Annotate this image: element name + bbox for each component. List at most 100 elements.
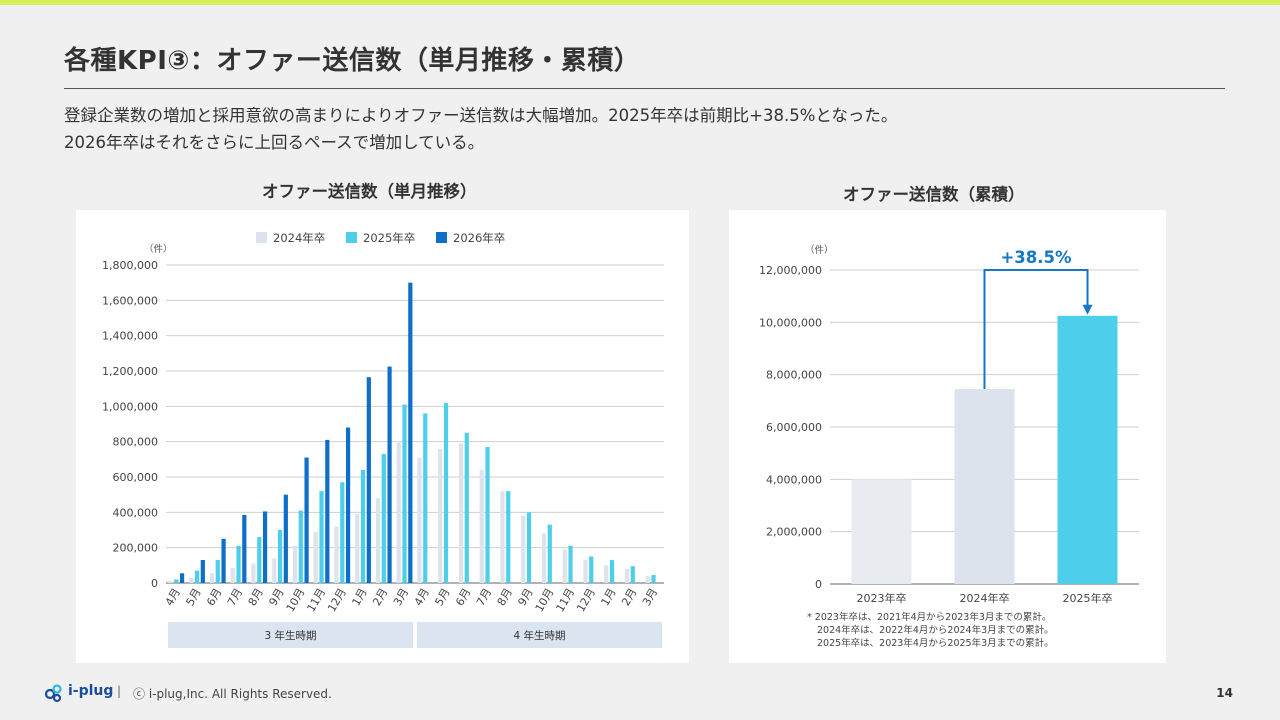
y-tick-label: 10,000,000 [759,316,822,329]
y-tick-label: 1,200,000 [102,365,158,378]
page-title: 各種KPI③：オファー送信数（単月推移・累積） [64,46,641,76]
bar-2024年卒 [954,389,1015,584]
legend-swatch-2025年卒 [346,232,357,243]
bar-2026年卒-10月 [304,457,309,583]
bar-2025年卒-12月 [340,482,345,583]
lead-line-1: 登録企業数の増加と採用意欲の高まりによりオファー送信数は大幅増加。2025年卒は… [64,106,898,125]
bar-2025年卒-3月 [651,575,656,583]
footnote-line: 2024年卒は、2022年4月から2024年3月までの累計。 [817,624,1054,636]
x-tick-label: 2025年卒 [1063,591,1113,605]
y-tick-label: 6,000,000 [766,421,822,434]
growth-annotation: +38.5% [1000,248,1072,267]
bar-2025年卒-6月 [215,560,220,583]
x-tick-label: 11月 [553,586,577,614]
bar-2025年卒-11月 [568,545,573,583]
bar-2025年卒-1月 [360,469,366,583]
bar-2026年卒-7月 [242,514,247,583]
x-tick-label: 9月 [515,586,535,608]
y-tick-label: 1,000,000 [102,400,158,413]
legend-swatch-2026年卒 [436,232,447,243]
legend-label: 2026年卒 [453,231,505,245]
bar-2025年卒-7月 [485,446,490,583]
x-tick-label: 1月 [349,586,369,608]
footer-brand: i-plug [68,683,114,699]
monthly-chart: 2024年卒 2025年卒 2026年卒 （件） 0 200,000 400,000 600,… [102,231,664,648]
bar-2024年卒-9月 [272,558,277,583]
x-tick-label: 2023年卒 [857,591,907,605]
bar-2024年卒-9月 [521,515,526,583]
x-tick-label: 2024年卒 [960,591,1010,605]
x-tick-label: 11月 [304,586,328,614]
bar-2024年卒-11月 [313,531,318,583]
monthly-chart-title: オファー送信数（単月推移） [262,182,477,201]
bar-2024年卒-6月 [209,573,215,583]
bar-2025年卒-8月 [257,537,262,583]
x-tick-label: 5月 [183,586,203,608]
page-number: 14 [1216,686,1233,700]
bar-2026年卒-12月 [345,427,351,583]
bar-2025年卒-10月 [298,510,303,583]
bar-2024年卒-3月 [645,575,650,583]
y-tick-label: 8,000,000 [766,369,822,382]
x-tick-label: 8月 [246,586,266,608]
bar-2024年卒-2月 [375,498,381,583]
bar-2024年卒-12月 [334,526,339,583]
bar-2026年卒-1月 [366,377,371,583]
y-tick-label: 1,600,000 [102,294,158,307]
cumulative-chart-title: オファー送信数（累積） [843,185,1025,204]
period-label: 4 年生時期 [513,629,565,642]
x-tick-label: 8月 [495,586,515,608]
lead-text: 登録企業数の増加と採用意欲の高まりによりオファー送信数は大幅増加。2025年卒は… [64,102,897,156]
bar-2025年卒-4月 [423,413,428,583]
title-divider [64,88,1225,89]
y-tick-label: 1,800,000 [102,259,158,272]
y-tick-label: 600,000 [113,471,159,484]
bar-2024年卒-7月 [479,469,484,583]
x-tick-label: 3月 [640,586,660,608]
bar-2024年卒-6月 [458,443,464,583]
bar-2026年卒-11月 [325,439,330,583]
bar-2025年卒-3月 [402,404,407,583]
x-tick-label: 3月 [391,586,411,608]
bar-2024年卒-10月 [541,533,547,583]
legend-label: 2024年卒 [273,231,325,245]
y-tick-label: 2,000,000 [766,526,822,539]
bar-2025年卒-8月 [506,491,511,583]
bar-2025年卒-5月 [443,402,449,583]
bar-2026年卒-9月 [283,494,288,583]
x-tick-label: 6月 [453,586,473,608]
x-tick-label: 7月 [225,586,245,608]
growth-arrow-head-icon [1082,304,1093,315]
bar-2025年卒-1月 [609,560,615,583]
bar-2025年卒-4月 [174,579,179,583]
x-tick-label: 1月 [598,586,618,608]
i-plug-logo-icon [44,684,62,703]
period-band [168,622,413,648]
x-tick-label: 12月 [574,586,598,614]
y-tick-label: 4,000,000 [766,473,822,486]
x-tick-label: 12月 [325,586,349,614]
bar-2025年卒-9月 [277,530,283,583]
bar-2024年卒-2月 [624,568,630,583]
bar-2024年卒-4月 [168,581,173,583]
y-tick-label: 12,000,000 [759,264,822,277]
x-tick-label: 7月 [474,586,494,608]
bar-2026年卒-5月 [200,560,205,583]
bar-2025年卒-5月 [194,570,200,583]
cumulative-chart-panel: （件） 0 2,000,000 4,000,000 6,000,000 8,000,000… [729,210,1166,663]
y-unit-label: （件） [805,244,834,256]
bar-2025年卒 [1057,315,1118,584]
bar-2024年卒-5月 [438,448,443,583]
cumulative-chart: （件） 0 2,000,000 4,000,000 6,000,000 8,000,000… [759,244,1139,649]
x-tick-label: 4月 [412,586,432,608]
bar-2025年卒-2月 [381,454,386,583]
x-tick-label: 5月 [432,586,452,608]
footnote-line: 2025年卒は、2023年4月から2025年3月までの累計。 [817,637,1054,649]
x-tick-label: 6月 [204,586,224,608]
x-tick-label: 9月 [266,586,286,608]
monthly-chart-panel: 2024年卒 2025年卒 2026年卒 （件） 0 200,000 400,000 600,… [76,210,689,663]
x-tick-label: 2月 [370,586,390,608]
y-unit-label: （件） [144,243,173,255]
bar-2025年卒-11月 [319,491,324,583]
bar-2025年卒-12月 [589,556,594,583]
